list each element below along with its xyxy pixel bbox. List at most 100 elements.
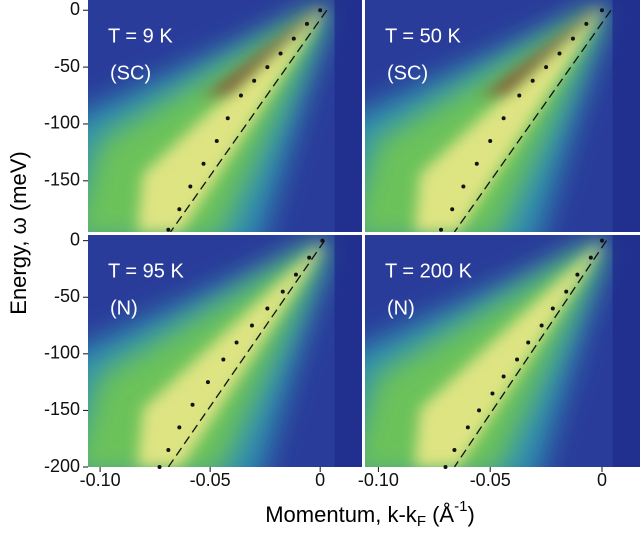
- dispersion-point: [318, 8, 323, 13]
- bare-band: [169, 9, 328, 232]
- dispersion-point: [252, 78, 257, 83]
- band-core: [414, 8, 602, 232]
- phase-label: (N): [387, 297, 415, 319]
- dispersion-point: [291, 36, 296, 41]
- band-peak: [203, 8, 321, 98]
- dispersion-point: [278, 51, 283, 56]
- dispersion-point: [501, 374, 506, 379]
- dispersion-point: [599, 238, 604, 243]
- dispersion-point: [526, 340, 531, 345]
- dispersion-point: [452, 448, 457, 453]
- y-tick-label: -50: [54, 56, 80, 76]
- phase-label: (SC): [110, 62, 151, 84]
- dispersion-point: [234, 340, 239, 345]
- dispersion-point: [557, 51, 562, 56]
- y-tick-label: 0: [70, 229, 80, 249]
- dispersion-point: [439, 227, 444, 232]
- y-tick-label: -150: [44, 399, 80, 419]
- intensity-map: [88, 235, 362, 467]
- dispersion-point: [544, 65, 549, 70]
- temperature-label: T = 50 K: [385, 25, 461, 47]
- dispersion-point: [461, 184, 466, 189]
- panel: T = 95 K (N) 0 -50 -100 -150 -200-0.10 -0.05 0: [44, 229, 362, 490]
- x-label-main: Momentum, k-k: [265, 502, 418, 527]
- dispersion-point: [177, 207, 182, 212]
- bare-band: [453, 9, 612, 232]
- dispersion-point: [307, 255, 312, 260]
- x-axis-label: Momentum, k-kF (Å-1): [265, 498, 475, 530]
- x-tick-label: -0.05: [190, 470, 231, 490]
- dispersion-point: [564, 289, 569, 294]
- dispersion-point: [584, 21, 589, 26]
- edge: [612, 0, 640, 232]
- dispersion-point: [249, 323, 254, 328]
- dispersion-point: [539, 323, 544, 328]
- dispersion-point: [490, 391, 495, 396]
- dispersion-point: [465, 425, 470, 430]
- x-tick-label: -0.10: [358, 470, 399, 490]
- dispersion-point: [205, 380, 210, 385]
- dispersion-point: [166, 227, 171, 232]
- dispersion-point: [477, 408, 482, 413]
- dispersion-point: [157, 465, 162, 469]
- x-tick-label: 0: [597, 470, 607, 490]
- band-core: [137, 243, 324, 467]
- temperature-label: T = 95 K: [108, 260, 184, 282]
- dispersion-point: [201, 161, 206, 166]
- dispersion-point: [550, 306, 555, 311]
- x-label-sup: -1: [454, 498, 467, 515]
- y-tick-label: 0: [70, 0, 80, 19]
- edge: [334, 235, 362, 467]
- bare-band: [167, 240, 326, 467]
- y-tick-label: -50: [54, 286, 80, 306]
- dispersion-point: [280, 289, 285, 294]
- x-label-mid: (Å: [426, 502, 454, 527]
- dispersion-point: [225, 116, 230, 121]
- panel: T = 9 K (SC) 0 -50 -100 -150: [44, 0, 362, 232]
- dispersion-point: [488, 139, 493, 144]
- y-tick-label: -200: [44, 456, 80, 476]
- x-tick-label: -0.10: [80, 470, 121, 490]
- dispersion-point: [177, 425, 182, 430]
- dispersion-point: [221, 357, 226, 362]
- dispersion-point: [515, 357, 520, 362]
- dispersion-point: [188, 184, 193, 189]
- phase-label: (N): [110, 297, 138, 319]
- bare-band: [453, 240, 608, 467]
- y-tick-label: -100: [44, 113, 80, 133]
- band-peak: [480, 8, 599, 98]
- x-label-end: ): [467, 502, 474, 527]
- dispersion-point: [570, 36, 575, 41]
- dispersion-point: [265, 65, 270, 70]
- dispersion-point: [575, 272, 580, 277]
- dispersion-point: [474, 161, 479, 166]
- dispersion-point: [190, 402, 195, 407]
- band-core: [137, 8, 324, 232]
- edge: [612, 235, 640, 467]
- intensity-map: [365, 0, 640, 232]
- y-tick-label: -150: [44, 170, 80, 190]
- dispersion-point: [214, 139, 219, 144]
- intensity-map: [88, 0, 362, 232]
- dispersion-point: [501, 116, 506, 121]
- dispersion-point: [265, 306, 270, 311]
- temperature-label: T = 200 K: [385, 260, 473, 282]
- band-core: [414, 243, 602, 467]
- dispersion-point: [238, 93, 243, 98]
- dispersion-point: [304, 21, 309, 26]
- y-tick-label: -100: [44, 343, 80, 363]
- temperature-label: T = 9 K: [108, 25, 173, 47]
- dispersion-point: [166, 448, 171, 453]
- x-tick-label: 0: [315, 470, 325, 490]
- dispersion-point: [443, 465, 448, 469]
- x-tick-label: -0.05: [470, 470, 511, 490]
- edge: [334, 0, 362, 232]
- intensity-map: [365, 235, 640, 467]
- x-label-sub: F: [417, 513, 426, 530]
- dispersion-point: [530, 78, 535, 83]
- dispersion-point: [599, 8, 604, 13]
- dispersion-point: [517, 93, 522, 98]
- panel: T = 200 K (N) -0.10 -0.05 0: [358, 235, 640, 490]
- dispersion-point: [450, 207, 455, 212]
